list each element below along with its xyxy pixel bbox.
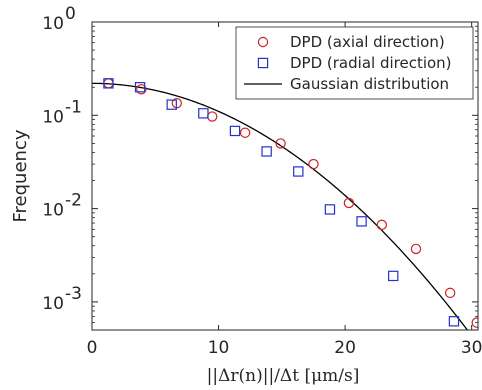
radial-data-point xyxy=(166,99,177,110)
y-axis-label: Frequency xyxy=(10,129,31,222)
gaussian-curve xyxy=(92,82,469,330)
y-tick-label-exponent: 0 xyxy=(65,4,76,24)
axial-data-point xyxy=(136,84,147,95)
radial-data-point xyxy=(293,166,304,177)
radial-data-point xyxy=(261,146,272,157)
axial-data-point xyxy=(376,219,388,231)
axial-data-point xyxy=(444,287,456,299)
axial-data-point xyxy=(275,138,286,149)
x-tick-label: 20 xyxy=(334,338,356,358)
y-tick-label-base: 10 xyxy=(42,294,64,314)
x-tick-label: 10 xyxy=(208,338,230,358)
radial-data-point xyxy=(229,125,241,137)
x-tick-label: 30 xyxy=(461,338,482,358)
radial-data-point xyxy=(448,316,460,327)
axes-frame xyxy=(91,21,479,331)
axial-data-point xyxy=(343,197,355,209)
legend-entry-label: DPD (radial direction) xyxy=(290,54,452,72)
radial-data-point xyxy=(198,108,209,119)
radial-data-point xyxy=(324,204,336,215)
axial-data-point xyxy=(308,158,319,170)
radial-data-point xyxy=(356,216,367,227)
y-tick-label-exponent: -1 xyxy=(65,97,82,117)
x-axis-label: ||Δr(n)||/Δt [μm/s] xyxy=(206,366,360,386)
axial-data-point xyxy=(471,317,478,328)
radial-data-point xyxy=(103,78,114,89)
radial-data-point xyxy=(388,270,399,282)
y-tick-label-exponent: -3 xyxy=(65,284,82,304)
legend-marker-radial xyxy=(257,57,269,69)
legend-entry-label: Gaussian distribution xyxy=(290,75,449,93)
axial-data-point xyxy=(410,243,422,255)
legend-marker-axial xyxy=(257,36,269,48)
x-tick-label: 0 xyxy=(87,338,98,358)
axial-data-point xyxy=(239,127,251,138)
y-tick-label-base: 10 xyxy=(42,201,64,221)
y-tick-label-exponent: -2 xyxy=(65,191,82,211)
radial-data-point xyxy=(134,82,146,93)
y-tick-label-base: 10 xyxy=(42,14,64,34)
legend-entry-label: DPD (axial direction) xyxy=(290,33,445,51)
legend-box xyxy=(235,26,474,100)
y-tick-label-base: 10 xyxy=(42,107,64,127)
